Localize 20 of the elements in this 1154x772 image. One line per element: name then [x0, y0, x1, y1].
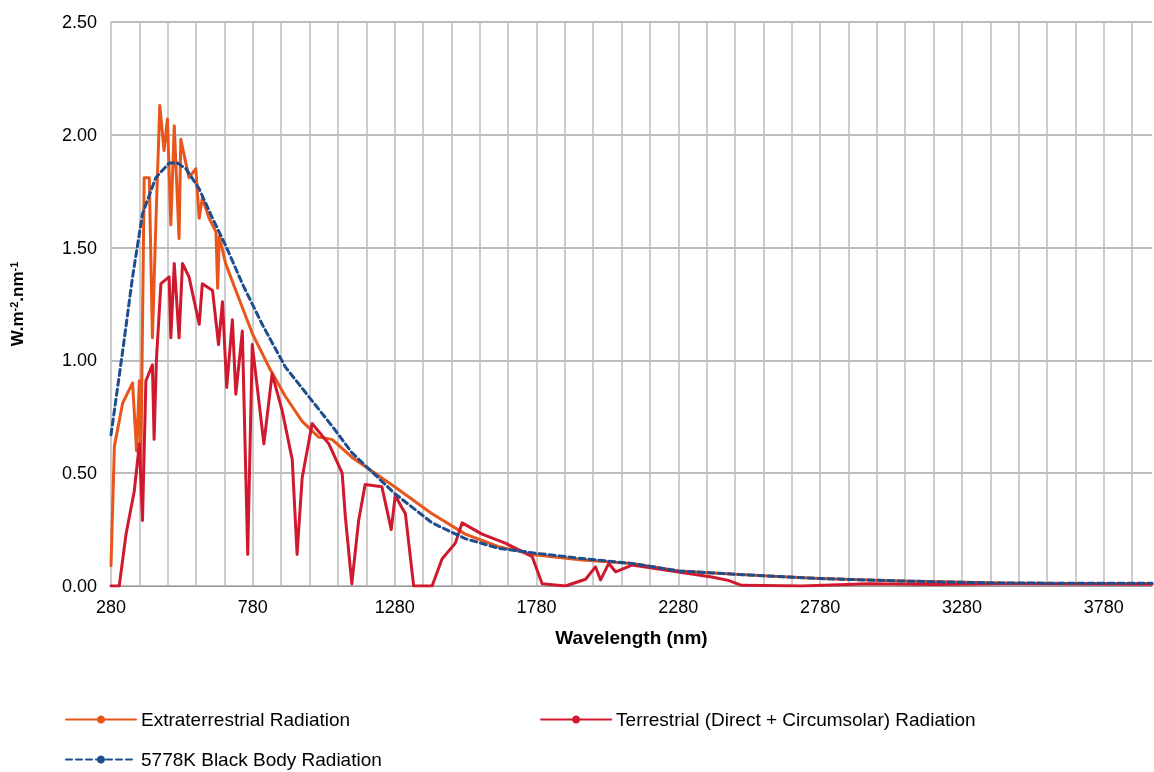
y-tick-label: 1.50 [61, 237, 97, 258]
x-tick-label: 3780 [1083, 597, 1124, 617]
x-axis-title: Wavelength (nm) [555, 627, 708, 648]
y-axis-title: W.m-2.nm-1 [7, 261, 27, 347]
legend-label: Extraterrestrial Radiation [141, 709, 351, 730]
x-tick-label: 780 [237, 597, 268, 617]
x-tick-label: 1780 [516, 597, 557, 617]
x-tick-label: 280 [95, 597, 127, 617]
x-tick-label: 3280 [941, 597, 982, 617]
y-tick-label: 0.00 [61, 576, 97, 596]
y-tick-label: 2.50 [61, 12, 97, 32]
x-tick-label: 2280 [658, 597, 699, 617]
x-tick-label: 1280 [374, 597, 415, 617]
line-series [109, 261, 1154, 588]
legend-label: Terrestrial (Direct + Circumsolar) Radiation [616, 709, 976, 730]
y-tick-label: 2.00 [61, 124, 97, 145]
y-tick-label: 0.50 [61, 463, 97, 484]
x-tick-label: 2780 [800, 597, 841, 617]
y-tick-label: 1.00 [61, 350, 97, 371]
legend-label: 5778K Black Body Radiation [141, 749, 382, 770]
